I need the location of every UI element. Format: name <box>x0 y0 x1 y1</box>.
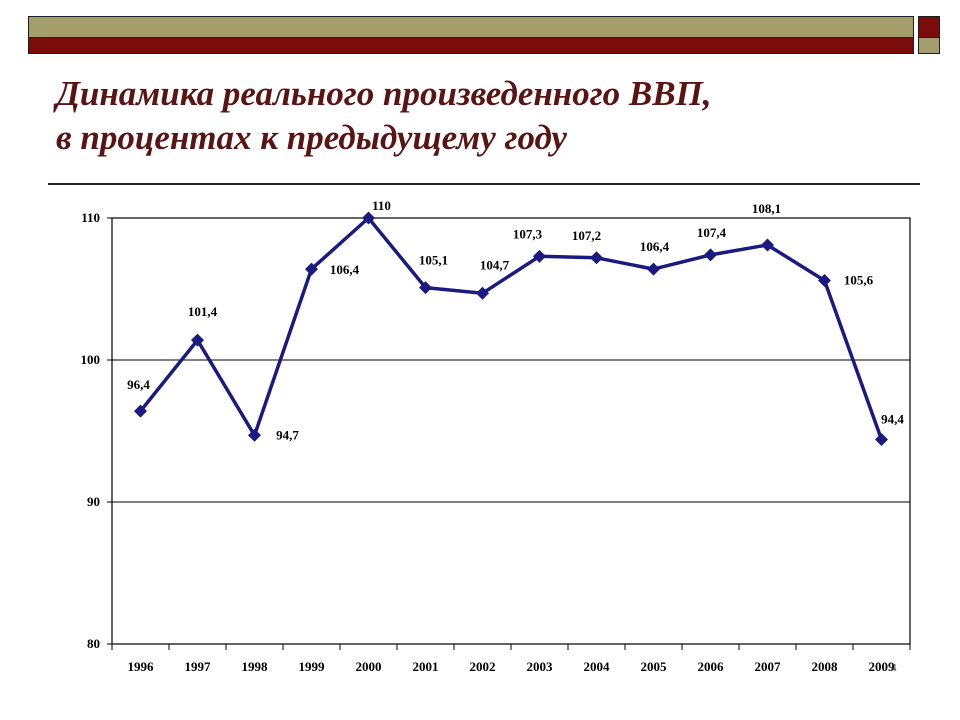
series-line <box>139 216 884 441</box>
data-label: 107,3 <box>513 226 543 241</box>
data-label: 94,7 <box>276 427 299 442</box>
data-point-marker <box>875 433 888 447</box>
page-number: 4 <box>891 662 897 674</box>
decorative-bar-olive <box>28 16 914 38</box>
data-label: 106,4 <box>640 239 670 254</box>
data-point-marker <box>362 211 375 225</box>
title-divider <box>48 183 920 185</box>
x-tick-label: 2008 <box>812 659 839 674</box>
slide-title-line-2: в процентах к предыдущему году <box>56 118 567 157</box>
data-label: 107,2 <box>572 228 601 243</box>
x-tick-label: 2005 <box>641 659 668 674</box>
data-label: 107,4 <box>697 225 727 240</box>
data-point-marker <box>761 238 774 252</box>
slide-title-line-1: Динамика реального произведенного ВВП, <box>56 74 712 113</box>
data-label: 108,1 <box>752 201 781 216</box>
data-point-marker <box>704 248 717 262</box>
decorative-square-red <box>918 16 940 38</box>
y-tick-label: 110 <box>81 210 100 225</box>
data-point-marker <box>533 249 546 263</box>
data-point-marker <box>647 262 660 276</box>
y-tick-label: 100 <box>81 352 101 367</box>
data-label: 94,4 <box>881 412 904 427</box>
x-tick-label: 2004 <box>584 659 611 674</box>
x-tick-label: 2003 <box>527 659 554 674</box>
data-point-marker <box>590 251 603 265</box>
data-label: 104,7 <box>480 257 510 272</box>
plot-area-frame <box>111 217 911 645</box>
decorative-square-olive <box>918 38 940 54</box>
data-label: 106,4 <box>330 262 360 277</box>
x-tick-label: 2006 <box>698 659 725 674</box>
data-label: 105,1 <box>419 253 448 268</box>
x-tick-label: 1997 <box>185 659 212 674</box>
data-label: 105,6 <box>844 272 874 287</box>
y-tick-label: 80 <box>87 636 100 651</box>
slide-title: Динамика реального произведенного ВВП, в… <box>56 72 856 160</box>
data-label: 110 <box>372 198 391 213</box>
x-tick-label: 2009 <box>869 659 896 674</box>
data-label: 101,4 <box>188 304 218 319</box>
data-point-marker <box>305 262 318 276</box>
data-point-marker <box>134 404 147 418</box>
data-point-marker <box>191 333 204 347</box>
x-tick-label: 1996 <box>128 659 155 674</box>
x-tick-label: 1999 <box>299 659 326 674</box>
data-point-marker <box>476 286 489 300</box>
data-point-marker <box>419 281 432 295</box>
x-tick-label: 2001 <box>413 659 439 674</box>
y-tick-label: 90 <box>87 494 100 509</box>
data-point-marker <box>248 428 261 442</box>
data-point-marker <box>818 273 831 287</box>
x-tick-label: 2002 <box>470 659 496 674</box>
data-label: 96,4 <box>127 377 150 392</box>
x-tick-label: 1998 <box>242 659 269 674</box>
decorative-bar-red <box>28 38 914 54</box>
x-tick-label: 2007 <box>755 659 782 674</box>
x-tick-label: 2000 <box>356 659 382 674</box>
